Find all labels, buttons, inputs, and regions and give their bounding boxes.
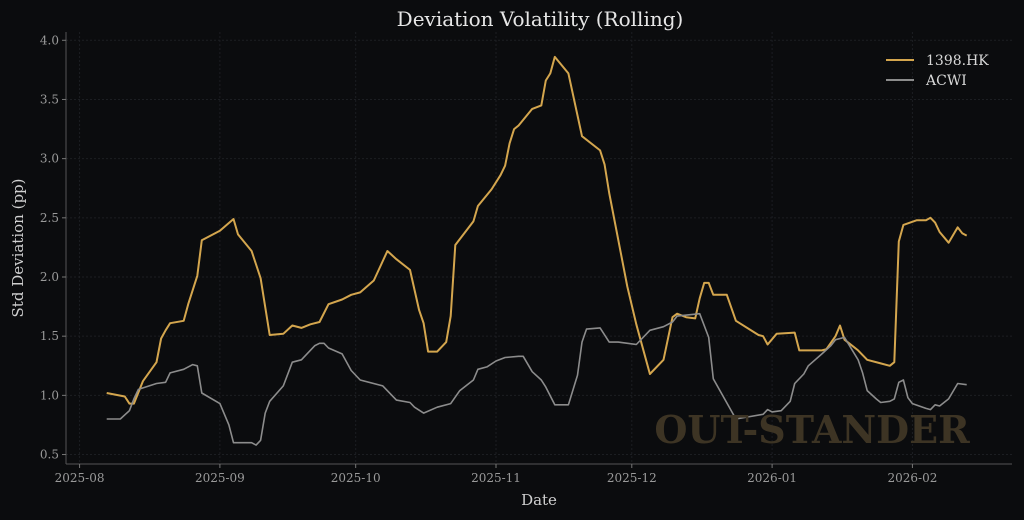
- x-tick-label: 2025-09: [195, 471, 245, 485]
- x-tick-label: 2025-10: [331, 471, 381, 485]
- series-line-1398hk: [106, 55, 968, 405]
- y-tick-label: 0.5: [40, 448, 59, 462]
- series-line-acwi: [106, 312, 967, 446]
- y-tick-label: 2.5: [40, 211, 59, 225]
- x-tick-label: 2026-02: [887, 471, 937, 485]
- legend-label-1398hk: 1398.HK: [926, 53, 989, 69]
- y-tick-label: 4.0: [40, 33, 59, 47]
- x-tick-label: 2025-11: [471, 471, 521, 485]
- x-axis-label: Date: [521, 491, 557, 509]
- y-tick-label: 3.0: [40, 152, 59, 166]
- y-tick-label: 3.5: [40, 92, 59, 106]
- series-lines: [106, 55, 968, 446]
- x-tick-label: 2026-01: [747, 471, 797, 485]
- y-tick-label: 2.0: [40, 270, 59, 284]
- y-tick-label: 1.0: [40, 388, 59, 402]
- watermark: OUT-STANDER: [654, 407, 970, 452]
- y-tick-label: 1.5: [40, 329, 59, 343]
- legend-label-acwi: ACWI: [925, 73, 967, 89]
- y-axis-label: Std Deviation (pp): [9, 179, 27, 318]
- plot-area: [66, 32, 1012, 464]
- y-ticks: 0.5 1.0 1.5 2.0 2.5 3.0 3.5 4.0: [40, 33, 66, 462]
- x-tick-label: 2025-12: [607, 471, 657, 485]
- grid: [66, 32, 1012, 464]
- x-ticks: 2025-08 2025-09 2025-10 2025-11 2025-12 2026-…: [55, 464, 937, 485]
- x-tick-label: 2025-08: [55, 471, 105, 485]
- legend: 1398.HK ACWI: [886, 53, 989, 89]
- chart-title: Deviation Volatility (Rolling): [397, 7, 684, 31]
